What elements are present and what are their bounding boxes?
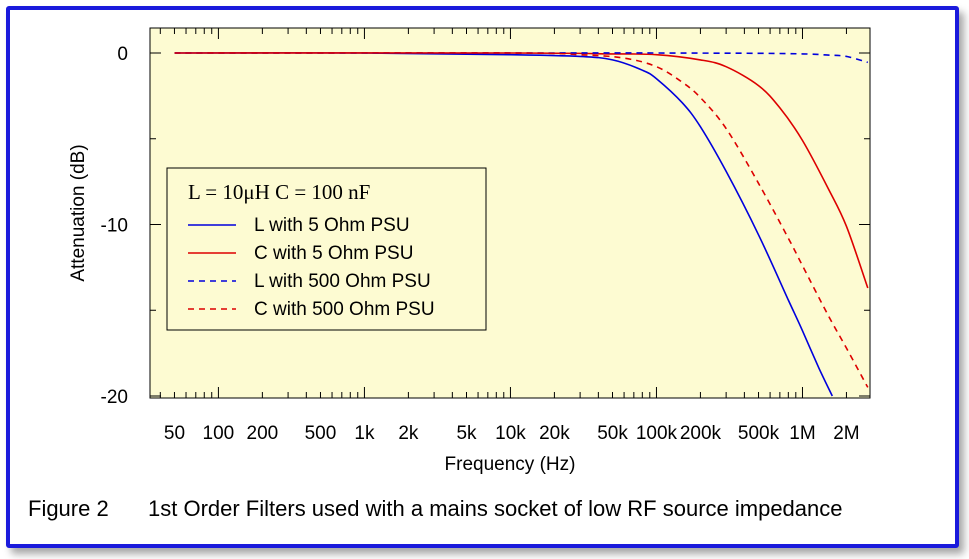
x-tick-label: 100k [636, 423, 678, 444]
x-tick-label: 2k [398, 423, 419, 444]
legend-label-2: C with 5 Ohm PSU [254, 243, 413, 264]
series-line-1 [174, 52, 834, 397]
y-tick-label: -20 [101, 387, 128, 408]
x-tick-label: 500k [738, 423, 780, 444]
x-tick-label: 200k [680, 423, 722, 444]
y-tick-label: 0 [117, 44, 128, 65]
legend: L = 10μH C = 100 nF L with 5 Ohm PSU C wi… [166, 167, 487, 331]
caption-text: 1st Order Filters used with a mains sock… [148, 496, 843, 521]
x-tick-label: 10k [495, 423, 526, 444]
caption-label: Figure 2 [28, 496, 109, 521]
x-tick-label: 50k [597, 423, 628, 444]
series-line-3 [174, 52, 869, 64]
x-axis-label: Frequency (Hz) [445, 454, 576, 475]
y-tick-label: -10 [101, 216, 128, 237]
series-lines [174, 52, 869, 397]
x-tick-label: 100 [203, 423, 235, 444]
legend-box [166, 167, 487, 331]
legend-title: L = 10μH C = 100 nF [188, 180, 370, 204]
legend-label-4: C with 500 Ohm PSU [254, 299, 435, 320]
legend-label-1: L with 5 Ohm PSU [254, 215, 410, 236]
x-tick-label: 2M [833, 423, 859, 444]
x-tick-label: 20k [539, 423, 570, 444]
y-axis-label: Attenuation (dB) [68, 144, 89, 281]
x-tick-label: 1M [789, 423, 815, 444]
x-tick-label: 50 [164, 423, 185, 444]
x-tick-label: 500 [305, 423, 337, 444]
axis-ticks: 50 100 200 500 1k 2k 5k 10k 20k 50k 100k 200k 500k 1M… [101, 28, 870, 444]
legend-items: L with 5 Ohm PSU C with 5 Ohm PSU L with 5… [188, 215, 435, 320]
x-tick-label: 1k [354, 423, 375, 444]
x-tick-label: 200 [247, 423, 279, 444]
legend-label-3: L with 500 Ohm PSU [254, 271, 431, 292]
x-tick-label: 5k [456, 423, 477, 444]
series-line-4 [174, 52, 869, 388]
